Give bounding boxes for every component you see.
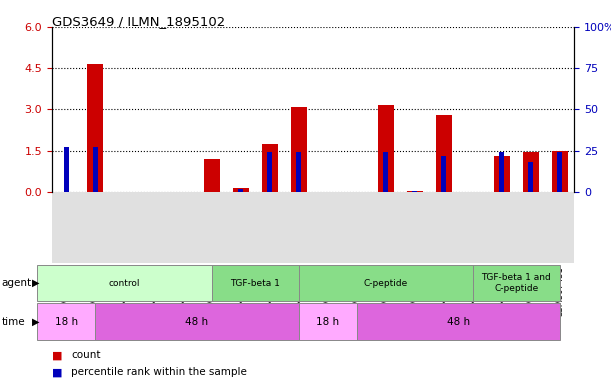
Bar xyxy=(494,156,510,192)
Bar xyxy=(262,144,277,192)
Text: TGF-beta 1 and
C-peptide: TGF-beta 1 and C-peptide xyxy=(481,273,551,293)
Bar xyxy=(267,152,272,192)
Bar xyxy=(529,162,533,192)
Bar xyxy=(523,152,539,192)
Bar xyxy=(378,105,393,192)
Bar xyxy=(383,152,388,192)
Text: ■: ■ xyxy=(52,367,62,377)
Bar xyxy=(299,265,473,301)
Text: time: time xyxy=(1,316,25,327)
Bar xyxy=(357,303,560,340)
Bar xyxy=(64,147,69,192)
Bar xyxy=(436,115,452,192)
Bar xyxy=(296,152,301,192)
Bar xyxy=(441,156,446,192)
Bar xyxy=(552,151,568,192)
Text: 18 h: 18 h xyxy=(55,316,78,327)
Bar xyxy=(87,64,103,192)
Text: agent: agent xyxy=(1,278,31,288)
Bar xyxy=(291,107,307,192)
Bar xyxy=(412,191,417,192)
Text: TGF-beta 1: TGF-beta 1 xyxy=(230,279,280,288)
Text: control: control xyxy=(109,279,141,288)
Text: 48 h: 48 h xyxy=(186,316,208,327)
Text: GDS3649 / ILMN_1895102: GDS3649 / ILMN_1895102 xyxy=(52,15,225,28)
Text: percentile rank within the sample: percentile rank within the sample xyxy=(71,367,247,377)
Text: C-peptide: C-peptide xyxy=(364,279,408,288)
Bar xyxy=(95,303,299,340)
Bar xyxy=(211,265,299,301)
Text: 48 h: 48 h xyxy=(447,316,470,327)
Bar xyxy=(37,303,95,340)
Bar xyxy=(203,159,219,192)
Bar xyxy=(473,265,560,301)
Bar xyxy=(93,147,98,192)
Text: 18 h: 18 h xyxy=(316,316,339,327)
Bar xyxy=(557,152,562,192)
Bar xyxy=(238,189,243,192)
Text: ▶: ▶ xyxy=(32,316,39,327)
Text: count: count xyxy=(71,350,101,360)
Bar xyxy=(299,303,357,340)
Bar xyxy=(37,265,211,301)
Text: ▶: ▶ xyxy=(32,278,39,288)
Bar xyxy=(233,188,249,192)
Text: ■: ■ xyxy=(52,350,62,360)
Bar xyxy=(407,190,423,192)
Bar xyxy=(499,152,504,192)
